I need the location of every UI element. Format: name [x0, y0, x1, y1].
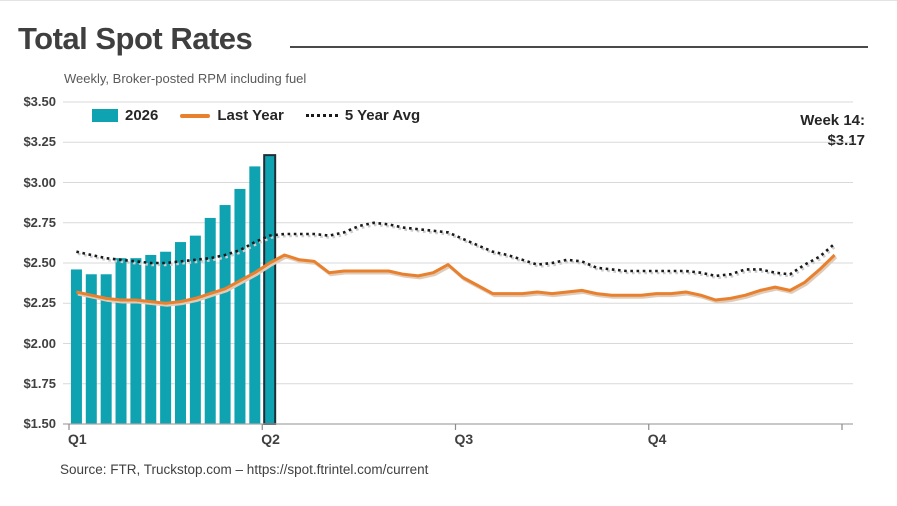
- bar-week-7: [160, 251, 172, 424]
- y-axis-label: $2.00: [23, 335, 56, 351]
- bar-week-1: [70, 269, 82, 424]
- bar-week-3: [100, 274, 112, 424]
- bar-week-10: [204, 217, 216, 424]
- page-title: Total Spot Rates: [18, 21, 253, 56]
- bar-week-2: [85, 274, 97, 424]
- y-axis-label: $2.25: [23, 295, 56, 311]
- bar-week-9: [189, 235, 201, 424]
- legend-label-last-year: Last Year: [217, 107, 284, 124]
- bar-week-5: [130, 258, 142, 424]
- chart-legend: 2026 Last Year 5 Year Avg: [92, 107, 420, 124]
- title-rule: [290, 46, 868, 48]
- legend-label-5-year-avg: 5 Year Avg: [344, 107, 421, 124]
- y-axis-label: $3.50: [23, 94, 56, 109]
- bar-week-13: [249, 166, 261, 424]
- legend-item-last-year: Last Year: [180, 107, 284, 124]
- bar-week-12: [234, 188, 246, 424]
- line-swatch-icon: [180, 113, 211, 118]
- y-axis-label: $2.75: [23, 214, 56, 230]
- bar-week-6: [145, 254, 157, 424]
- y-axis-label: $3.00: [23, 174, 56, 190]
- y-axis-label: $1.75: [23, 375, 56, 391]
- week-value-annotation: Week 14: $3.17: [798, 111, 867, 151]
- legend-item-2026: 2026: [92, 107, 158, 124]
- source-text: Source: FTR, Truckstop.com – https://spo…: [60, 462, 429, 477]
- x-axis-label-q1: Q1: [68, 431, 87, 447]
- annotation-week: Week 14:: [800, 112, 865, 129]
- y-axis-label: $2.50: [23, 255, 56, 270]
- legend-label-2026: 2026: [125, 107, 159, 124]
- bar-week-8: [174, 242, 186, 424]
- x-axis-label-q2: Q2: [261, 431, 280, 447]
- legend-item-5-year-avg: 5 Year Avg: [305, 107, 421, 124]
- bar-week-14-highlighted: [263, 154, 277, 425]
- last-year-line: [76, 253, 836, 305]
- bar-week-11: [219, 205, 231, 424]
- dotted-swatch-icon: [305, 114, 338, 117]
- bar-week-4: [115, 258, 127, 424]
- x-axis-label-q3: Q3: [454, 431, 474, 447]
- chart-subtitle: Weekly, Broker-posted RPM including fuel: [64, 71, 307, 86]
- x-axis-label-q4: Q4: [647, 431, 667, 447]
- y-axis-label: $3.25: [23, 134, 56, 150]
- y-axis-label: $1.50: [23, 416, 56, 431]
- annotation-value: $3.17: [827, 132, 865, 149]
- bar-swatch-icon: [92, 109, 118, 122]
